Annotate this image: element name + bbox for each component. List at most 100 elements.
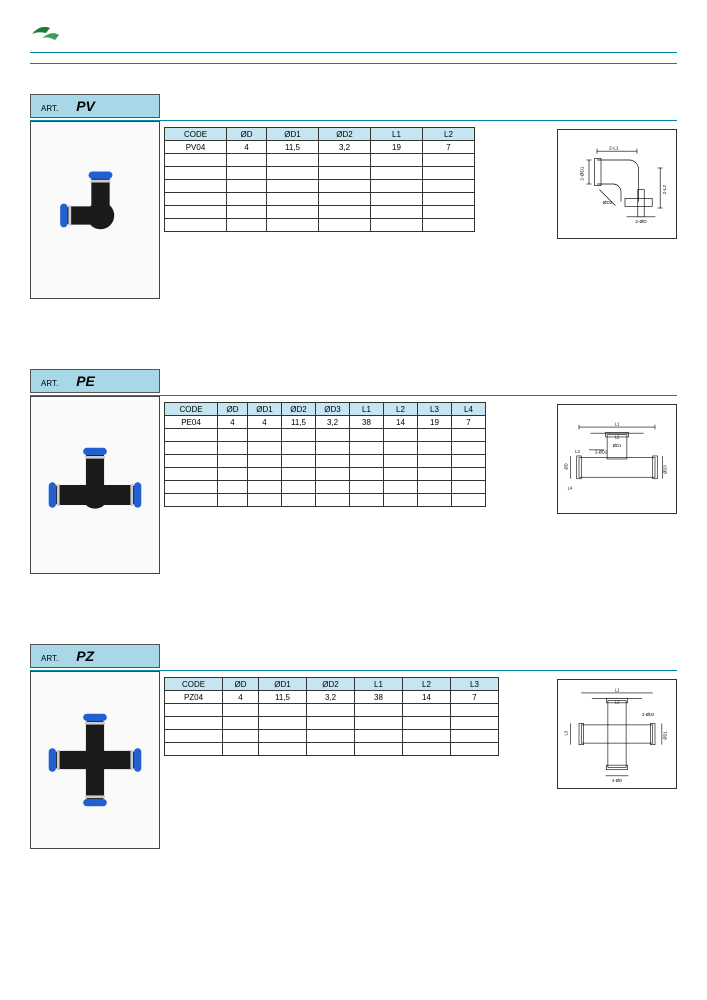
svg-text:L4: L4 xyxy=(568,485,573,490)
table-cell: 7 xyxy=(319,180,371,193)
header-divider xyxy=(30,63,677,64)
table-cell: 26,5 xyxy=(371,180,423,193)
table-cell: 18,5 xyxy=(259,730,307,743)
table-cell: 24 xyxy=(267,206,319,219)
table-cell: 14 xyxy=(227,206,267,219)
table-cell: 8 xyxy=(452,429,486,442)
table-cell: 12,5 xyxy=(452,468,486,481)
table-cell: 18,5 xyxy=(282,455,316,468)
table-cell: 10,5 xyxy=(423,180,475,193)
dimensions-table: CODEØDØD1ØD2L1L2L3 PZ04411,53,238147PZ06… xyxy=(164,677,499,756)
col-header: CODE xyxy=(165,128,227,141)
table-cell: 16 xyxy=(218,494,248,507)
table-cell: 18 xyxy=(403,717,451,730)
table-cell: 4 xyxy=(316,429,350,442)
svg-text:2-L1: 2-L1 xyxy=(609,146,619,152)
table-cell: 8 xyxy=(223,717,259,730)
article-header: ART. PV xyxy=(30,94,160,118)
col-header: L1 xyxy=(350,403,384,416)
dimension-diagram: L1 L2 2-ØD2 L3 ØD1 4-ØD xyxy=(557,679,677,789)
col-header: L2 xyxy=(384,403,418,416)
table-cell: 7 xyxy=(451,691,499,704)
table-cell: 18,5 xyxy=(267,180,319,193)
table-cell: 10 xyxy=(227,180,267,193)
table-cell: 13 xyxy=(452,494,486,507)
table-cell: 13 xyxy=(423,219,475,232)
table-row: PV161626123713 xyxy=(165,219,475,232)
table-cell: 10,5 xyxy=(452,455,486,468)
table-cell: 7 xyxy=(316,455,350,468)
table-cell: 13,2 xyxy=(282,429,316,442)
table-cell: 14 xyxy=(384,416,418,429)
table-cell: 53,5 xyxy=(350,455,384,468)
table-cell: 75 xyxy=(350,494,384,507)
table-cell: PZ08 xyxy=(165,717,223,730)
art-description: T INTERMEDIO - UNION TEE - UNION TÉ EGAL xyxy=(183,378,405,389)
table-cell: 26 xyxy=(267,219,319,232)
table-row: PV141424103413 xyxy=(165,206,475,219)
table-cell: 25 xyxy=(384,468,418,481)
dimension-diagram: L1 L2 ØD1 2-ØD2 L4 ØD L3 ØD3 xyxy=(557,404,677,514)
table-cell: 37 xyxy=(371,219,423,232)
table-cell: 12 xyxy=(316,494,350,507)
table-cell: 7 xyxy=(452,416,486,429)
page-title: RACCORDI AUTOMATICI - PUSH-IN FITTINGS -… xyxy=(70,26,572,41)
table-cell: 26 xyxy=(282,494,316,507)
table-cell: 20,5 xyxy=(371,154,423,167)
table-cell: 20,9 xyxy=(259,743,307,756)
svg-text:4-ØD: 4-ØD xyxy=(612,778,622,783)
col-header: ØD2 xyxy=(319,128,371,141)
art-label: ART. xyxy=(41,379,58,388)
table-cell: 4 xyxy=(248,416,282,429)
table-cell: PV08 xyxy=(165,167,227,180)
col-header: ØD xyxy=(223,678,259,691)
table-cell: 4 xyxy=(218,416,248,429)
product-photo xyxy=(30,671,160,849)
table-cell: 50 xyxy=(355,717,403,730)
section-pz: ART. PZ CROCE - UNION CROSS - UNION CROI… xyxy=(30,644,677,849)
table-cell: PV04 xyxy=(165,141,227,154)
table-cell: 4 xyxy=(227,141,267,154)
table-cell: 14 xyxy=(218,481,248,494)
table-cell: 18 xyxy=(384,442,418,455)
svg-text:L1: L1 xyxy=(615,422,620,427)
table-cell: 5,5 xyxy=(316,442,350,455)
table-cell: 68,5 xyxy=(350,481,384,494)
table-cell: 11,5 xyxy=(259,691,307,704)
table-cell: 12 xyxy=(218,468,248,481)
table-cell: 6 xyxy=(218,429,248,442)
table-row: PV1212218,529,512,5 xyxy=(165,193,475,206)
table-cell: 12,5 xyxy=(451,743,499,756)
table-row: PE066613,24411620,58 xyxy=(165,429,486,442)
table-cell: 10 xyxy=(218,455,248,468)
table-cell: PZ12 xyxy=(165,743,223,756)
article-header: ART. PZ xyxy=(30,644,160,668)
table-cell: 16 xyxy=(384,429,418,442)
table-row: PZ101018,5753,52110,5 xyxy=(165,730,499,743)
page-header: RACCORDI AUTOMATICI - PUSH-IN FITTINGS -… xyxy=(30,20,677,53)
svg-text:L2: L2 xyxy=(615,434,620,439)
table-cell: 21 xyxy=(384,455,418,468)
section-pe: ART. PE T INTERMEDIO - UNION TEE - UNION… xyxy=(30,369,677,574)
svg-text:2-ØD2: 2-ØD2 xyxy=(642,712,655,717)
table-cell: 38 xyxy=(350,416,384,429)
col-header: CODE xyxy=(165,678,223,691)
table-cell: 10 xyxy=(223,730,259,743)
col-header: CODE xyxy=(165,403,218,416)
product-photo xyxy=(30,121,160,299)
table-cell: 21 xyxy=(282,468,316,481)
table-cell: 12 xyxy=(227,193,267,206)
col-header: L1 xyxy=(371,128,423,141)
table-cell: 12 xyxy=(319,219,371,232)
table-cell: 11,5 xyxy=(282,416,316,429)
art-label: ART. xyxy=(41,654,58,663)
table-cell: 8,5 xyxy=(316,468,350,481)
page-number: 52 xyxy=(663,919,673,929)
table-cell: 3,2 xyxy=(307,691,355,704)
table-cell: 10 xyxy=(319,206,371,219)
svg-text:ØD2: ØD2 xyxy=(603,200,613,206)
table-cell: 29,5 xyxy=(371,193,423,206)
table-row: PZ08815,25,550189 xyxy=(165,717,499,730)
table-cell: 14 xyxy=(248,481,282,494)
table-cell: 4 xyxy=(223,691,259,704)
